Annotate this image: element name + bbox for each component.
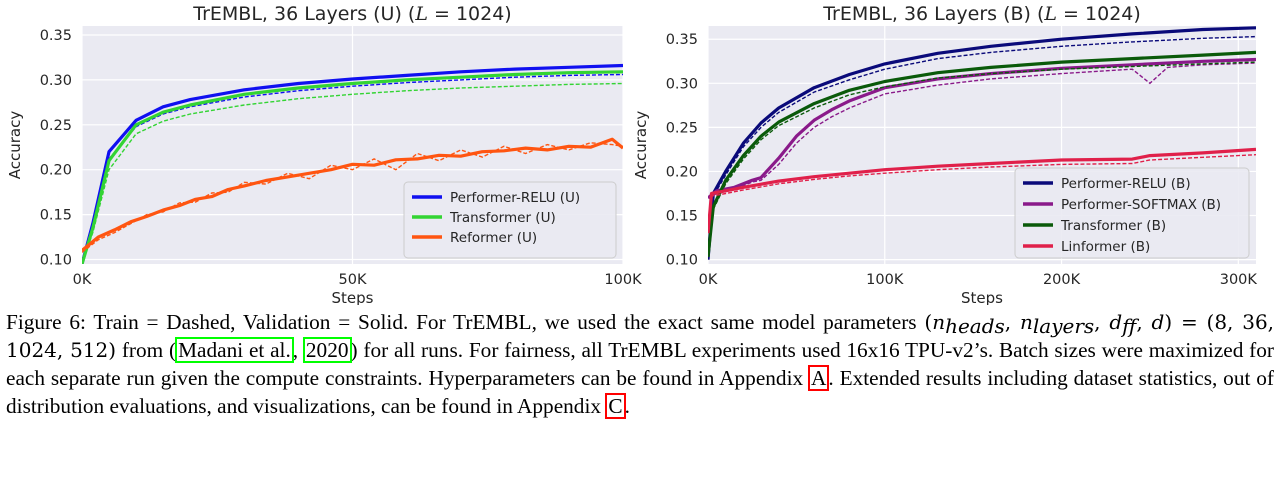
caption-text-4: . Extended results including dataset sta… <box>6 366 1274 418</box>
x-tick-label: 0K <box>699 272 718 288</box>
caption-text-5: . <box>624 394 630 418</box>
legend-entry: Reformer (U) <box>450 230 537 246</box>
x-tick-label: 0K <box>73 272 92 288</box>
y-tick-label: 0.20 <box>40 163 72 179</box>
y-tick-label: 0.25 <box>40 118 72 134</box>
y-tick-label: 0.15 <box>40 208 72 224</box>
x-tick-label: 100K <box>866 272 904 288</box>
y-tick-label: 0.10 <box>40 253 72 269</box>
series-1-train-line <box>82 82 623 264</box>
x-axis-label: Steps <box>332 289 374 305</box>
caption-math-heads: heads <box>945 314 1005 338</box>
caption-math-d2: d <box>1151 310 1165 334</box>
x-tick-label: 200K <box>1043 272 1081 288</box>
y-axis-label: Accuracy <box>632 111 650 180</box>
legend-box <box>1014 167 1250 259</box>
series-2-validation-line <box>82 137 623 252</box>
figure-caption: Figure 6: Train = Dashed, Validation = S… <box>6 308 1274 420</box>
y-tick-label: 0.30 <box>40 73 72 89</box>
y-tick-label: 0.10 <box>666 253 698 269</box>
series-group <box>82 63 623 264</box>
legend-box <box>403 181 617 259</box>
y-tick-label: 0.35 <box>40 28 72 44</box>
legend-entry: Transformer (B) <box>1060 218 1166 234</box>
series-2-train-line <box>708 61 1256 257</box>
series-0-validation-line <box>82 63 623 264</box>
y-tick-label: 0.20 <box>666 164 698 180</box>
series-1-validation-line <box>82 70 623 264</box>
y-tick-label: 0.30 <box>666 76 698 92</box>
caption-math-open: ( <box>924 310 933 334</box>
series-1-validation-line <box>708 57 1256 200</box>
series-0-train-line <box>708 35 1256 260</box>
legend-entry: Performer-SOFTMAX (B) <box>1061 197 1221 213</box>
caption-text-2: from ( <box>116 338 177 362</box>
citation-sep: , <box>292 338 304 362</box>
citation-author-link[interactable]: Madani et al. <box>175 337 294 363</box>
legend-entry: Performer-RELU (U) <box>450 190 580 206</box>
caption-math-sep1: , <box>1004 310 1020 334</box>
appendix-c-link[interactable]: C <box>605 393 626 419</box>
y-tick-label: 0.15 <box>666 209 698 225</box>
y-axis-label: Accuracy <box>6 111 24 180</box>
figure: 0.10 0.15 0.20 0.25 0.30 0.35 0K 50K 100K TrEMBL,… <box>6 3 1257 305</box>
x-tick-label: 50K <box>339 272 367 288</box>
y-tick-label: 0.35 <box>666 32 698 48</box>
caption-math-ff: ff <box>1122 314 1137 338</box>
caption-math-n2: n <box>1019 310 1033 334</box>
caption-math-n1: n <box>932 310 946 334</box>
caption-label: Figure 6: <box>6 310 86 334</box>
legend-entry: Linformer (B) <box>1061 239 1150 255</box>
citation-year-link[interactable]: 2020 <box>302 337 352 363</box>
chart-title: TrEMBL, 36 Layers (B) (L = 1024) <box>822 3 1141 25</box>
chart-title: TrEMBL, 36 Layers (U) (L = 1024) <box>192 3 511 25</box>
series-group <box>708 26 1256 260</box>
caption-text-3: ) for all runs. For fairness, all TrEMBL… <box>6 338 1274 390</box>
series-3-train-line <box>708 154 1256 234</box>
chart-left: 0.10 0.15 0.20 0.25 0.30 0.35 0K 50K 100K TrEMBL,… <box>6 3 642 305</box>
caption-math-d1: d <box>1109 310 1123 334</box>
caption-math-layers: layers <box>1032 314 1095 338</box>
x-tick-label: 100K <box>604 272 642 288</box>
appendix-a-link[interactable]: A <box>807 365 830 391</box>
x-axis-label: Steps <box>961 289 1003 305</box>
caption-math-rhs: ) = (8, 36, 1024, 512) <box>6 310 1275 362</box>
caption-text-1: Train = Dashed, Validation = Solid. For … <box>85 310 917 334</box>
caption-math-sep2: , <box>1094 310 1110 334</box>
series-2-validation-line <box>708 50 1256 258</box>
series-1-train-line <box>708 62 1256 199</box>
legend-entry: Performer-RELU (B) <box>1061 176 1191 192</box>
chart-right: 0.10 0.15 0.20 0.25 0.30 0.35 0K 100K 200K 300K Tr… <box>632 3 1257 305</box>
x-tick-label: 300K <box>1220 272 1258 288</box>
series-3-validation-line <box>708 147 1256 234</box>
legend-entry: Transformer (U) <box>449 210 556 226</box>
caption-math-sep3: , <box>1136 310 1152 334</box>
y-tick-label: 0.25 <box>666 120 698 136</box>
series-0-validation-line <box>708 26 1256 260</box>
